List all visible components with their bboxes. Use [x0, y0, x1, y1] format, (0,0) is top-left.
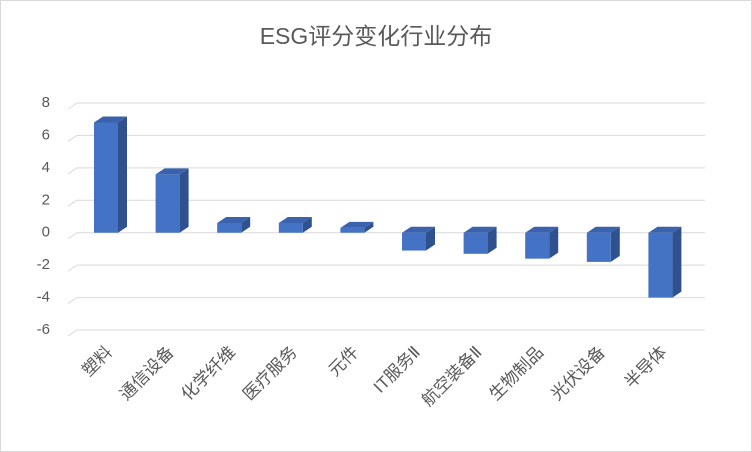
bar-side	[610, 226, 620, 262]
bar	[525, 232, 550, 259]
y-tick-label: 4	[42, 159, 50, 176]
bar-top	[217, 216, 251, 223]
bar-side	[549, 226, 559, 259]
bar-top	[94, 116, 127, 123]
bar-top	[463, 226, 497, 233]
bar-top	[648, 226, 682, 233]
y-tick-label: -6	[37, 321, 50, 338]
bar-side	[426, 226, 435, 251]
y-tick-label: 0	[42, 224, 50, 241]
bar-side	[302, 216, 312, 233]
y-tick-label: 2	[42, 191, 50, 208]
bar-top	[525, 226, 559, 233]
grid-line	[67, 167, 705, 175]
bar-top	[402, 226, 435, 233]
grid-line	[67, 297, 705, 304]
y-tick-label: 8	[42, 94, 50, 111]
chart-title: ESG评分变化行业分布	[260, 23, 493, 49]
grid-line	[67, 134, 705, 142]
grid-line	[67, 102, 705, 110]
bar-top	[155, 168, 189, 175]
bar	[94, 122, 118, 233]
bar	[648, 232, 673, 298]
grid-line	[67, 329, 705, 337]
bar-top	[340, 221, 374, 228]
bar	[340, 227, 365, 233]
bar	[278, 222, 303, 233]
bar	[155, 174, 180, 233]
bar	[402, 232, 426, 251]
bar	[586, 232, 611, 262]
grid-line	[67, 264, 705, 272]
bar-side	[118, 116, 127, 233]
y-tick-label: -4	[37, 289, 50, 306]
bar-side	[672, 226, 682, 298]
bar-side	[179, 168, 189, 233]
y-tick-label: 6	[42, 126, 50, 143]
bar-side	[364, 221, 374, 233]
bar-top	[278, 216, 312, 223]
bar-side	[487, 226, 497, 254]
bar	[463, 232, 488, 254]
bar-top	[586, 226, 620, 233]
grid-line	[67, 199, 705, 207]
bar	[217, 222, 242, 233]
bar-side	[241, 216, 251, 233]
y-tick-label: -2	[37, 256, 50, 273]
